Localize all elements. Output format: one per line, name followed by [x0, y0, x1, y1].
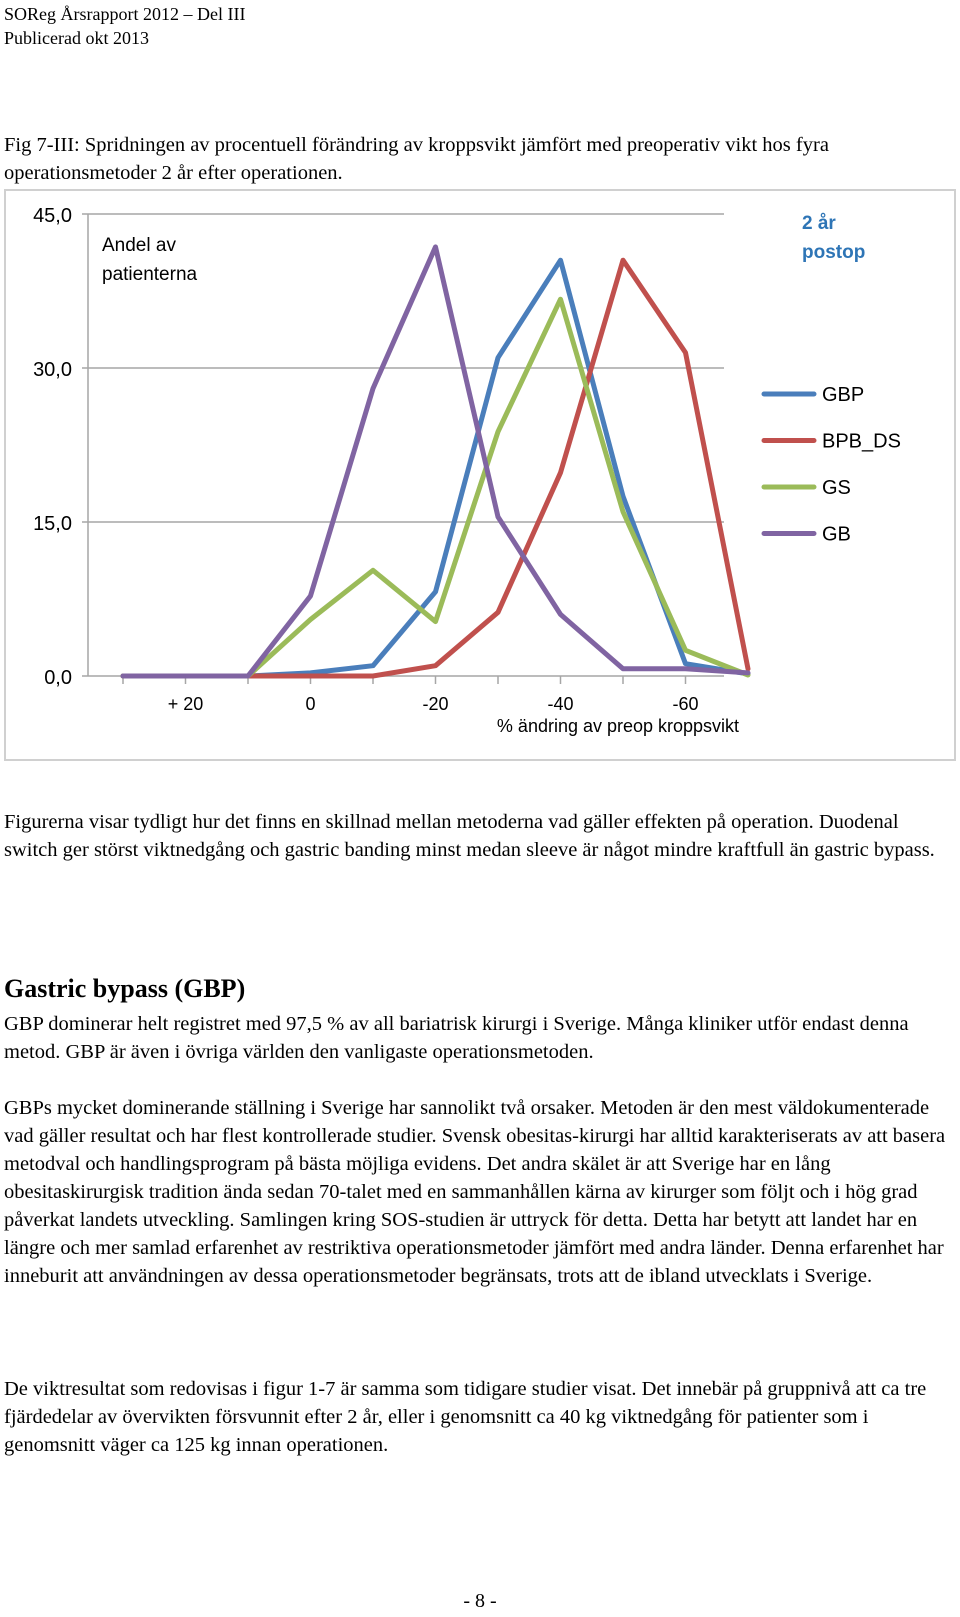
chart-legend: GBP BPB_DS GS GB [761, 384, 901, 546]
section-heading: Gastric bypass (GBP) [4, 974, 246, 1003]
paragraph-gbp-reasons: GBPs mycket dominerande ställning i Sver… [4, 1097, 946, 1287]
chart-labels: 45,0 30,0 15,0 0,0 + 20 0 -20 -40 -60% ändring a… [33, 205, 865, 736]
legend-label-2: GS [822, 477, 851, 499]
series-line-gs [120, 296, 751, 679]
intro-paragraph: Figurerna visar tydligt hur det finns en… [4, 811, 935, 861]
legend-label-3: GB [822, 524, 851, 546]
x-tick-label-4: -60 [672, 694, 698, 714]
y-tick-label-3: 0,0 [44, 667, 72, 689]
x-tick-label-0: + 20 [168, 694, 204, 714]
paragraph-weight-results: De viktresultat som redovisas i figur 1-… [4, 1378, 927, 1456]
x-axis-title: % ändring av preop kroppsvikt [497, 716, 739, 736]
paragraph-gbp-dominance: GBP dominerar helt registret med 97,5 % … [4, 1013, 909, 1063]
publication-date: Publicerad okt 2013 [4, 28, 149, 48]
y-axis-title-line-0: Andel av [102, 235, 176, 256]
figure-caption: Fig 7-III: Spridningen av procentuell fö… [4, 134, 829, 184]
series-line-gb [120, 244, 751, 679]
x-tick-label-2: -20 [422, 694, 448, 714]
y-tick-label-0: 45,0 [33, 205, 72, 227]
weight-change-chart: 45,0 30,0 15,0 0,0 + 20 0 -20 -40 -60% ändring a… [33, 205, 901, 736]
page-number: - 8 - [463, 1590, 497, 1612]
chart-frame: 45,0 30,0 15,0 0,0 + 20 0 -20 -40 -60% ändring a… [4, 189, 956, 761]
report-title: SOReg Årsrapport 2012 – Del III [4, 4, 246, 24]
chart-title-line-1: postop [802, 242, 865, 263]
y-tick-label-2: 15,0 [33, 513, 72, 535]
series-lines [120, 244, 751, 679]
y-axis-title-line-1: patienterna [102, 264, 198, 285]
x-tick-label-3: -40 [547, 694, 573, 714]
legend-label-0: GBP [822, 384, 864, 406]
legend-label-1: BPB_DS [822, 431, 901, 453]
y-tick-label-1: 30,0 [33, 359, 72, 381]
chart-title-line-0: 2 år [802, 213, 836, 234]
x-tick-label-1: 0 [305, 694, 315, 714]
